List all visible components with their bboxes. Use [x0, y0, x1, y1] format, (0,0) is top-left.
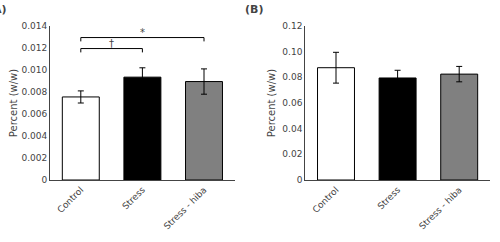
svg-text:0.02: 0.02: [282, 149, 302, 159]
svg-text:Percent (w/w): Percent (w/w): [266, 69, 277, 137]
svg-text:0: 0: [41, 175, 47, 185]
svg-text:0.10: 0.10: [282, 47, 302, 57]
svg-text:*: *: [140, 27, 145, 38]
svg-text:Control: Control: [311, 185, 341, 215]
svg-text:Stress: Stress: [376, 185, 403, 212]
svg-text:(B): (B): [245, 3, 263, 16]
svg-text:0.014: 0.014: [21, 21, 47, 31]
svg-text:Stress: Stress: [120, 185, 147, 212]
svg-text:0.06: 0.06: [282, 98, 302, 108]
svg-text:Stress - hiba: Stress - hiba: [417, 185, 464, 232]
svg-text:Percent (w/w): Percent (w/w): [8, 69, 19, 137]
svg-text:0.002: 0.002: [21, 153, 47, 163]
svg-text:0.012: 0.012: [21, 43, 47, 53]
svg-text:0: 0: [297, 175, 303, 185]
svg-text:0.12: 0.12: [282, 21, 302, 31]
svg-text:(A): (A): [0, 3, 7, 16]
svg-text:†: †: [109, 38, 114, 49]
svg-text:0.008: 0.008: [21, 87, 47, 97]
svg-text:0.004: 0.004: [21, 131, 47, 141]
svg-text:0.006: 0.006: [21, 109, 47, 119]
svg-text:0.04: 0.04: [282, 124, 302, 134]
svg-text:Stress - hiba: Stress - hiba: [162, 185, 209, 232]
svg-text:0.010: 0.010: [21, 65, 47, 75]
svg-text:Control: Control: [55, 185, 85, 215]
svg-text:0.08: 0.08: [282, 72, 302, 82]
